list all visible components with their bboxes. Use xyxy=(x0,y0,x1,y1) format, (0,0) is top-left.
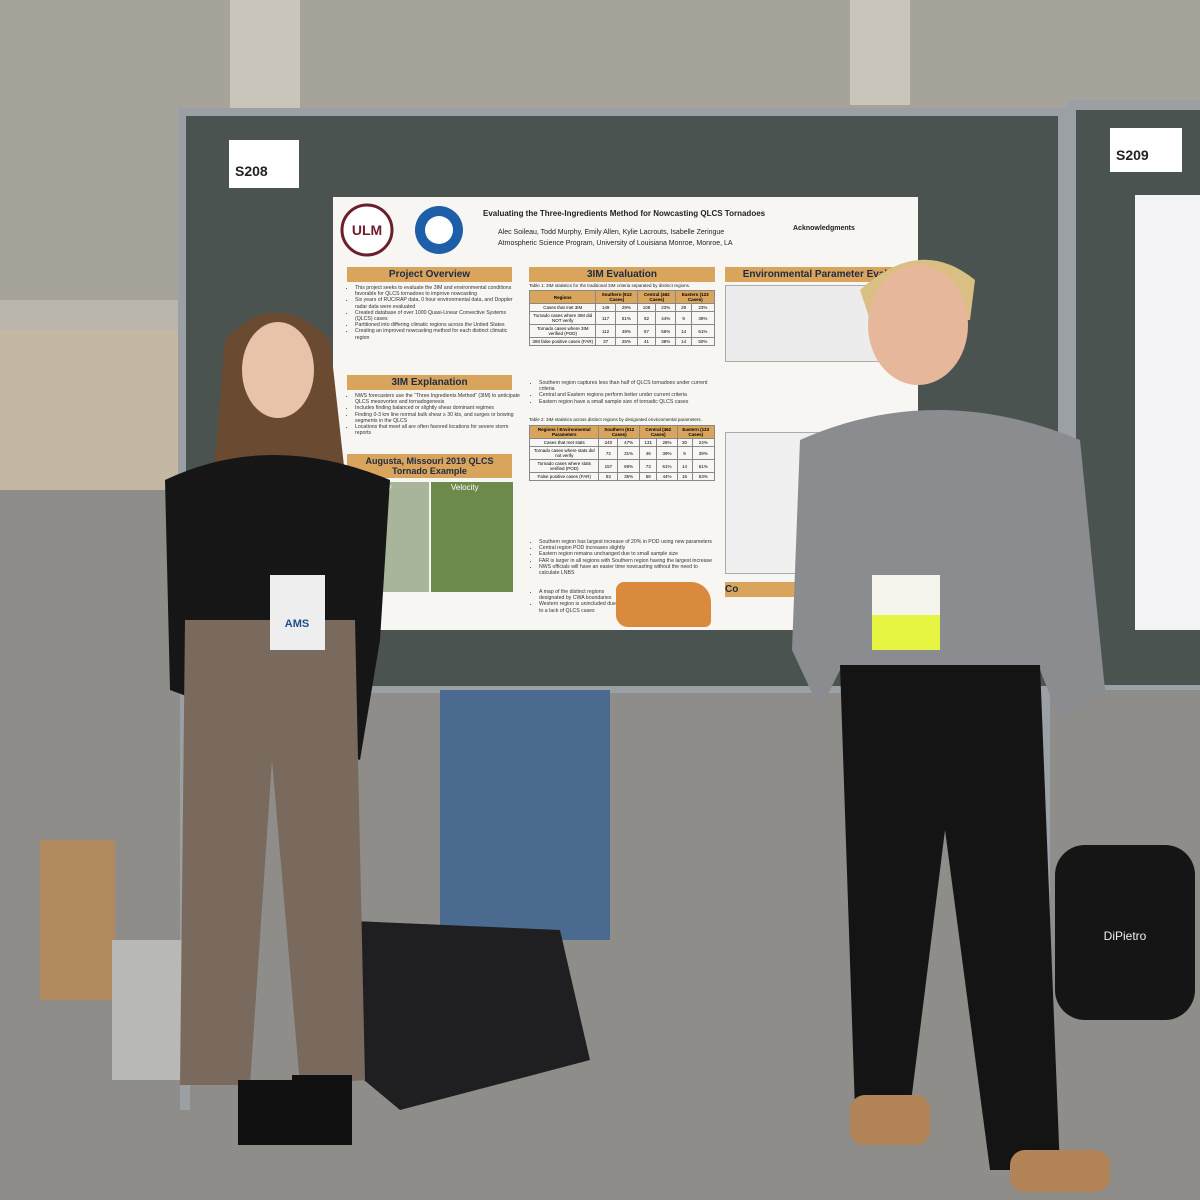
image-label: Velocity xyxy=(451,483,479,492)
bullet: Includes finding balanced or slightly sh… xyxy=(355,405,520,411)
table-row: 3IM false positive cases (FAR) 37 25% 41 38%… xyxy=(528,337,716,346)
table-row: False positive cases (FAR) 83 35% 58 44% 16 53… xyxy=(528,472,715,481)
section-heading: Project Overview xyxy=(347,267,512,282)
table-cell: 157 xyxy=(598,459,619,473)
booth-sign: S209 xyxy=(1110,128,1182,172)
bullet: A map of the distinct regions designated… xyxy=(539,589,619,601)
section-heading: 3IM Explanation xyxy=(347,375,512,390)
bullet: Six years of RUC/RAP data, 0 hour enviro… xyxy=(355,297,520,309)
bullet: This project seeks to evaluate the 3IM a… xyxy=(355,285,520,297)
bullet-list: NWS forecasters use the “Three Ingredien… xyxy=(345,393,520,436)
poster-title: Evaluating the Three-Ingredients Method … xyxy=(483,209,766,218)
bullet: Southern region captures less than half … xyxy=(539,380,719,392)
table-cell: 39% xyxy=(690,311,716,325)
badge-label: AMS xyxy=(285,618,309,630)
table-cell: False positive cases (FAR) xyxy=(528,472,600,481)
table: Regions Southern (512 Cases) Central (462 … xyxy=(528,290,716,346)
bullet: Eastern region remains unchanged due to … xyxy=(539,551,719,557)
table-cell: 35% xyxy=(617,472,640,481)
table-cell: 61% xyxy=(690,324,716,338)
table-row: Tornado cases where stats verified (POD)… xyxy=(528,459,715,473)
table-cell: 14 xyxy=(675,337,692,346)
table-row: Tornado cases where stats did not verify… xyxy=(528,446,715,460)
section-heading: 3IM Evaluation xyxy=(529,267,715,282)
poster-affiliation: Atmospheric Science Program, University … xyxy=(498,240,733,247)
svg-text:ULM: ULM xyxy=(352,222,382,238)
logos: ULM xyxy=(340,203,463,257)
backpack-label: DiPietro xyxy=(1104,929,1147,943)
bullet: Created database of over 1000 Quasi-Line… xyxy=(355,310,520,322)
bullet: Western region is unincluded due to a la… xyxy=(539,601,619,613)
table-cell: 41 xyxy=(636,337,656,346)
table-caption: Table 2: 3IM statistics across distinct … xyxy=(529,417,702,422)
region-map xyxy=(616,582,711,627)
table-header: Central (462 Cases) xyxy=(638,425,678,439)
bullet-list: This project seeks to evaluate the 3IM a… xyxy=(345,285,520,341)
bullet: Central and Eastern regions perform bett… xyxy=(539,392,719,398)
table: Regions / Environmental Parameters Southe… xyxy=(528,425,716,481)
table-cell: Tornado cases where stats did not verify xyxy=(528,446,600,460)
radar-image xyxy=(431,482,513,592)
table-row: Regions Southern (512 Cases) Central (462 … xyxy=(528,290,715,304)
table-cell: 16 xyxy=(676,472,693,481)
table-cell: 50% xyxy=(690,337,716,346)
acknowledgments: Acknowledgments xyxy=(793,225,855,232)
booth-sign: S208 xyxy=(229,140,299,188)
bullet: Southern region has largest increase of … xyxy=(539,539,719,545)
bullet: NWS forecasters use the “Three Ingredien… xyxy=(355,393,520,405)
bullet: Finding 0-3 km line normal bulk shear ≥ … xyxy=(355,412,520,424)
table-cell: 83 xyxy=(598,472,619,481)
poster-authors: Alec Soileau, Todd Murphy, Emily Allen, … xyxy=(498,229,725,236)
section-heading: Environmental Parameter Evalu xyxy=(725,267,911,282)
table-cell: 53% xyxy=(691,472,715,481)
table-header: Southern (512 Cases) xyxy=(595,290,638,304)
bullet: Eastern region have a small sample size … xyxy=(539,399,719,405)
bullet: NWS officials will have an easier time n… xyxy=(539,564,719,576)
bullet: FAR is larger in all regions with Southe… xyxy=(539,558,719,564)
table-caption: Table 1: 3IM statistics for the traditio… xyxy=(529,283,691,288)
bullet-list: Southern region has largest increase of … xyxy=(529,539,719,576)
table-row: Tornado cases where 3IM did NOT verify 11… xyxy=(528,311,716,325)
table-cell: 9 xyxy=(675,311,692,325)
table-header: Regions xyxy=(528,290,597,304)
bullet: Locations that meet all are often favore… xyxy=(355,424,520,436)
table-cell: 44% xyxy=(656,472,678,481)
table-cell: 25% xyxy=(614,337,638,346)
bullet: Creating an improved nowcasting method f… xyxy=(355,328,520,340)
bullet: Central region POD increases slightly xyxy=(539,545,719,551)
table-header: Eastern (123 Cases) xyxy=(676,425,716,439)
table-cell: 37 xyxy=(595,337,616,346)
bullet-list: Southern region captures less than half … xyxy=(529,380,719,405)
table-row: Tornado cases where 3IM verified (POD) 11… xyxy=(528,324,716,338)
table-header: Central (462 Cases) xyxy=(636,290,677,304)
bullet: Partitioned into differing climatic regi… xyxy=(355,322,520,328)
bullet-list: A map of the distinct regions designated… xyxy=(529,589,619,614)
